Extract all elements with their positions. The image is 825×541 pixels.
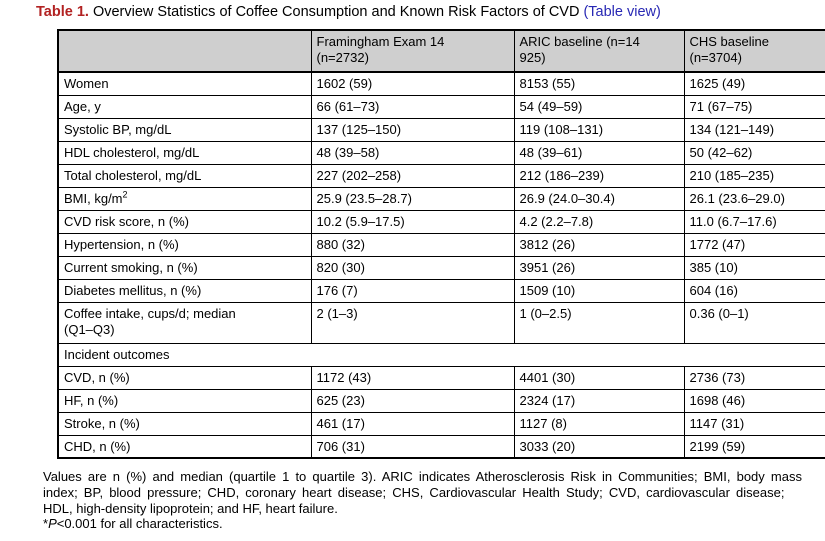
cell-value: 2199 (59)	[683, 434, 825, 459]
table-row: Stroke, n (%) 461 (17) 1127 (8) 1147 (31…	[57, 411, 825, 436]
row-label: HF, n (%)	[57, 388, 312, 413]
cell-value: 3812 (26)	[513, 232, 685, 257]
cell-value: 26.9 (24.0–30.4)	[513, 186, 685, 211]
cell-value: 54 (49–59)	[513, 94, 685, 119]
cell-value: 66 (61–73)	[310, 94, 515, 119]
cell-value: 11.0 (6.7–17.6)	[683, 209, 825, 234]
cell-value: 1698 (46)	[683, 388, 825, 413]
footnote-line: HDL, high-density lipoprotein; and HF, h…	[43, 500, 338, 516]
row-label: Systolic BP, mg/dL	[57, 117, 312, 142]
header-empty	[57, 29, 312, 73]
table-row: BMI, kg/m2 25.9 (23.5–28.7) 26.9 (24.0–3…	[57, 186, 825, 211]
header-framingham: Framingham Exam 14 (n=2732)	[310, 29, 515, 73]
cell-value: 1772 (47)	[683, 232, 825, 257]
table-row: HDL cholesterol, mg/dL 48 (39–58) 48 (39…	[57, 140, 825, 165]
row-label: HDL cholesterol, mg/dL	[57, 140, 312, 165]
cell-value: 1625 (49)	[683, 71, 825, 96]
cell-value: 71 (67–75)	[683, 94, 825, 119]
row-label-bmi: BMI, kg/m2	[57, 186, 312, 211]
cell-value: 820 (30)	[310, 255, 515, 280]
table-row: CVD, n (%) 1172 (43) 4401 (30) 2736 (73)	[57, 365, 825, 390]
table-caption-text: Overview Statistics of Coffee Consumptio…	[88, 4, 584, 20]
row-label: CVD, n (%)	[57, 365, 312, 390]
cell-value: 210 (185–235)	[683, 163, 825, 188]
cell-value: 176 (7)	[310, 278, 515, 303]
row-label: Hypertension, n (%)	[57, 232, 312, 257]
row-label: Age, y	[57, 94, 312, 119]
cell-value: 706 (31)	[310, 434, 515, 459]
row-label: Total cholesterol, mg/dL	[57, 163, 312, 188]
cell-value: 25.9 (23.5–28.7)	[310, 186, 515, 211]
cell-value: 0.36 (0–1)	[683, 301, 825, 344]
cell-value: 212 (186–239)	[513, 163, 685, 188]
cell-value: 2 (1–3)	[310, 301, 515, 344]
cell-value: 461 (17)	[310, 411, 515, 436]
cell-value: 1509 (10)	[513, 278, 685, 303]
row-label-coffee: Coffee intake, cups/d; median (Q1–Q3)	[57, 301, 312, 344]
footnote-line: Values are n (%) and median (quartile 1 …	[43, 469, 802, 484]
table-footnotes: Values are n (%) and median (quartile 1 …	[43, 469, 802, 532]
table-row: Diabetes mellitus, n (%) 176 (7) 1509 (1…	[57, 278, 825, 303]
row-label: CVD risk score, n (%)	[57, 209, 312, 234]
cell-value: 880 (32)	[310, 232, 515, 257]
section-label: Incident outcomes	[57, 342, 825, 367]
row-label: Current smoking, n (%)	[57, 255, 312, 280]
p-symbol: P	[48, 516, 57, 532]
cell-value: 1127 (8)	[513, 411, 685, 436]
cell-value: 3033 (20)	[513, 434, 685, 459]
row-label: CHD, n (%)	[57, 434, 312, 459]
superscript: 2	[122, 189, 128, 200]
section-row: Incident outcomes	[57, 342, 825, 367]
cell-value: 1 (0–2.5)	[513, 301, 685, 344]
cell-value: 2324 (17)	[513, 388, 685, 413]
cell-value: 10.2 (5.9–17.5)	[310, 209, 515, 234]
cell-value: 2736 (73)	[683, 365, 825, 390]
table-caption: Table 1. Overview Statistics of Coffee C…	[36, 3, 661, 21]
cell-value: 119 (108–131)	[513, 117, 685, 142]
cell-value: 1147 (31)	[683, 411, 825, 436]
cell-value: 604 (16)	[683, 278, 825, 303]
header-aric: ARIC baseline (n=14 925)	[513, 29, 685, 73]
table-number: Table 1.	[36, 4, 89, 20]
header-row: Framingham Exam 14 (n=2732) ARIC baseline…	[57, 29, 825, 73]
cell-value: 26.1 (23.6–29.0)	[683, 186, 825, 211]
table-row: Hypertension, n (%) 880 (32) 3812 (26) 1…	[57, 232, 825, 257]
cell-value: 134 (121–149)	[683, 117, 825, 142]
footnote-line: index; BP, blood pressure; CHD, coronary…	[43, 484, 785, 500]
cell-value: 48 (39–58)	[310, 140, 515, 165]
statistics-table: Framingham Exam 14 (n=2732) ARIC baseline…	[57, 29, 825, 459]
cell-value: 50 (42–62)	[683, 140, 825, 165]
row-label: Stroke, n (%)	[57, 411, 312, 436]
cell-value: 48 (39–61)	[513, 140, 685, 165]
table-row: HF, n (%) 625 (23) 2324 (17) 1698 (46)	[57, 388, 825, 413]
table-row: CHD, n (%) 706 (31) 3033 (20) 2199 (59)	[57, 434, 825, 459]
table-row: Coffee intake, cups/d; median (Q1–Q3) 2 (…	[57, 301, 825, 344]
row-label: Diabetes mellitus, n (%)	[57, 278, 312, 303]
table-row: Current smoking, n (%) 820 (30) 3951 (26…	[57, 255, 825, 280]
cell-value: 385 (10)	[683, 255, 825, 280]
cell-value: 4401 (30)	[513, 365, 685, 390]
table-view-link[interactable]: (Table view)	[583, 4, 661, 20]
cell-value: 3951 (26)	[513, 255, 685, 280]
cell-value: 4.2 (2.2–7.8)	[513, 209, 685, 234]
cell-value: 8153 (55)	[513, 71, 685, 96]
table-row: Women 1602 (59) 8153 (55) 1625 (49)	[57, 71, 825, 96]
table-row: Systolic BP, mg/dL 137 (125–150) 119 (10…	[57, 117, 825, 142]
table-row: Total cholesterol, mg/dL 227 (202–258) 2…	[57, 163, 825, 188]
row-label: Women	[57, 71, 312, 96]
footnote-pvalue: *P<0.001 for all characteristics.	[43, 516, 223, 532]
table-row: Age, y 66 (61–73) 54 (49–59) 71 (67–75)	[57, 94, 825, 119]
cell-value: 227 (202–258)	[310, 163, 515, 188]
cell-value: 1602 (59)	[310, 71, 515, 96]
header-chs: CHS baseline (n=3704)	[683, 29, 825, 73]
cell-value: 1172 (43)	[310, 365, 515, 390]
cell-value: 137 (125–150)	[310, 117, 515, 142]
cell-value: 625 (23)	[310, 388, 515, 413]
table-row: CVD risk score, n (%) 10.2 (5.9–17.5) 4.…	[57, 209, 825, 234]
